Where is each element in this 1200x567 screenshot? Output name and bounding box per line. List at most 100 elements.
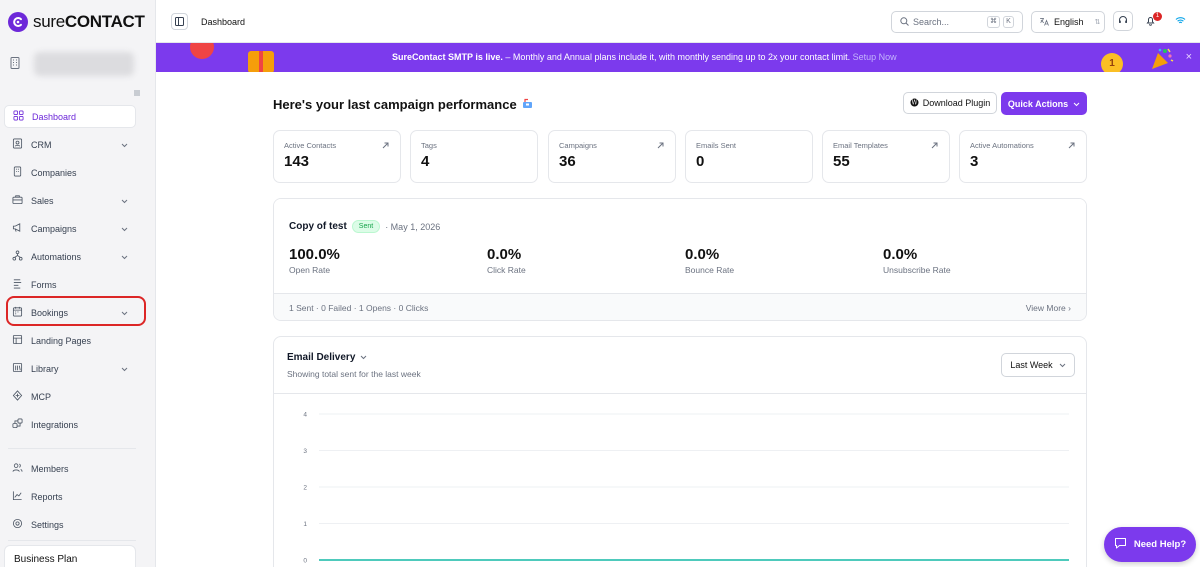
sidebar-item-dashboard[interactable]: Dashboard bbox=[4, 105, 136, 128]
date-range-select[interactable]: Last Week bbox=[1001, 353, 1075, 377]
sidebar-item-reports[interactable]: Reports bbox=[4, 485, 136, 508]
metric-label: Open Rate bbox=[289, 265, 331, 275]
briefcase-icon bbox=[12, 194, 23, 207]
sidebar: sureCONTACT Dashboard CRM Companies Sales Ca… bbox=[0, 0, 156, 567]
sidebar-item-label: Reports bbox=[31, 491, 63, 502]
y-tick-label: 4 bbox=[303, 412, 307, 419]
metric-open-rate: 100.0% Open Rate bbox=[289, 246, 340, 275]
quick-actions-label: Quick Actions bbox=[1007, 98, 1069, 109]
email-delivery-subtitle: Showing total sent for the last week bbox=[287, 369, 421, 379]
stat-card-tags[interactable]: Tags 4 bbox=[410, 130, 538, 183]
search-input[interactable]: Search... ⌘ K bbox=[891, 11, 1023, 33]
sidebar-item-mcp[interactable]: MCP bbox=[4, 385, 136, 408]
wordpress-icon: W bbox=[910, 98, 919, 109]
need-help-button[interactable]: Need Help? bbox=[1104, 527, 1196, 562]
sidebar-toggle-button[interactable] bbox=[171, 13, 188, 30]
view-more-link[interactable]: View More › bbox=[1026, 303, 1071, 313]
sidebar-item-label: Integrations bbox=[31, 419, 79, 430]
sidebar-item-companies[interactable]: Companies bbox=[4, 161, 136, 184]
integrations-icon bbox=[12, 418, 23, 431]
sidebar-item-bookings[interactable]: Bookings bbox=[4, 301, 136, 324]
sidebar-item-members[interactable]: Members bbox=[4, 457, 136, 480]
setup-now-link[interactable]: Setup Now bbox=[852, 52, 897, 62]
chevron-down-icon bbox=[121, 196, 128, 206]
language-select[interactable]: English ⇅ bbox=[1031, 11, 1105, 33]
building-icon bbox=[12, 166, 23, 179]
close-banner-button[interactable]: × bbox=[1185, 51, 1192, 63]
email-delivery-title-dropdown[interactable]: Email Delivery bbox=[287, 352, 367, 363]
layout-icon bbox=[12, 334, 23, 347]
chevron-down-icon bbox=[121, 308, 128, 318]
chevron-updown-icon: ⇅ bbox=[1094, 19, 1101, 26]
arrow-up-right-icon[interactable] bbox=[931, 141, 938, 151]
sidebar-item-integrations[interactable]: Integrations bbox=[4, 413, 136, 436]
workspace-name-blurred bbox=[34, 52, 134, 76]
stat-value: 0 bbox=[696, 153, 705, 170]
stat-card-campaigns[interactable]: Campaigns 36 bbox=[548, 130, 676, 183]
sidebar-item-forms[interactable]: Forms bbox=[4, 273, 136, 296]
sidebar-item-label: CRM bbox=[31, 139, 52, 150]
arrow-up-right-icon[interactable] bbox=[1068, 141, 1075, 151]
arrow-up-right-icon[interactable] bbox=[657, 141, 664, 151]
download-plugin-button[interactable]: W Download Plugin bbox=[903, 92, 997, 114]
medal-icon: 1 bbox=[1101, 53, 1123, 72]
sidebar-item-crm[interactable]: CRM bbox=[4, 133, 136, 156]
stat-label: Active Contacts bbox=[284, 141, 337, 150]
wifi-icon bbox=[1175, 16, 1186, 27]
plan-card[interactable]: Business Plan bbox=[4, 545, 136, 567]
campaign-title-row: Copy of test Sent · May 1, 2026 bbox=[289, 220, 440, 233]
sidebar-collapse-icon[interactable] bbox=[133, 89, 141, 99]
sidebar-item-settings[interactable]: Settings bbox=[4, 513, 136, 536]
dashboard-icon bbox=[13, 110, 24, 123]
calendar-icon bbox=[12, 306, 23, 319]
sidebar-item-automations[interactable]: Automations bbox=[4, 245, 136, 268]
stat-card-emails-sent[interactable]: Emails Sent 0 bbox=[685, 130, 813, 183]
sidebar-item-label: Automations bbox=[31, 251, 82, 262]
stat-label: Active Automations bbox=[970, 141, 1034, 150]
metric-click-rate: 0.0% Click Rate bbox=[487, 246, 526, 275]
campaign-card: Copy of test Sent · May 1, 2026 100.0% O… bbox=[273, 198, 1087, 321]
campaign-card-body: Copy of test Sent · May 1, 2026 100.0% O… bbox=[274, 199, 1086, 294]
banner-bold-text: SureContact SMTP is live. bbox=[392, 52, 503, 62]
users-icon bbox=[12, 462, 23, 475]
sidebar-item-library[interactable]: Library bbox=[4, 357, 136, 380]
y-tick-label: 2 bbox=[303, 485, 307, 492]
metric-value: 100.0% bbox=[289, 246, 340, 263]
sidebar-item-landing-pages[interactable]: Landing Pages bbox=[4, 329, 136, 352]
metric-value: 0.0% bbox=[883, 246, 918, 263]
svg-text:W: W bbox=[911, 99, 918, 106]
library-icon bbox=[12, 362, 23, 375]
arrow-up-right-icon[interactable] bbox=[382, 141, 389, 151]
campaign-date: · May 1, 2026 bbox=[385, 221, 441, 232]
stat-value: 4 bbox=[421, 153, 430, 170]
stat-value: 3 bbox=[970, 153, 979, 170]
stat-card-active-contacts[interactable]: Active Contacts 143 bbox=[273, 130, 401, 183]
chevron-down-icon bbox=[121, 252, 128, 262]
quick-actions-button[interactable]: Quick Actions bbox=[1001, 92, 1087, 115]
sidebar-item-label: Library bbox=[31, 363, 59, 374]
chevron-down-icon bbox=[121, 364, 128, 374]
sidebar-item-campaigns[interactable]: Campaigns bbox=[4, 217, 136, 240]
page-heading: Here's your last campaign performance bbox=[273, 97, 533, 112]
stat-card-email-templates[interactable]: Email Templates 55 bbox=[822, 130, 950, 183]
logo-text-light: sure bbox=[33, 12, 65, 31]
workspace-switcher[interactable] bbox=[8, 52, 134, 76]
need-help-label: Need Help? bbox=[1133, 539, 1187, 550]
sidebar-item-label: Dashboard bbox=[32, 111, 77, 122]
sidebar-item-label: Companies bbox=[31, 167, 77, 178]
wifi-status-button[interactable] bbox=[1170, 11, 1190, 31]
sidebar-item-sales[interactable]: Sales bbox=[4, 189, 136, 212]
support-button[interactable] bbox=[1113, 11, 1133, 31]
stat-card-active-automations[interactable]: Active Automations 3 bbox=[959, 130, 1087, 183]
stat-value: 55 bbox=[833, 153, 850, 170]
metric-unsubscribe-rate: 0.0% Unsubscribe Rate bbox=[883, 246, 951, 275]
sidebar-item-label: Sales bbox=[31, 195, 54, 206]
stat-label: Email Templates bbox=[833, 141, 888, 150]
logo[interactable]: sureCONTACT bbox=[8, 12, 145, 32]
notifications-button[interactable] bbox=[1140, 11, 1160, 31]
metric-value: 0.0% bbox=[487, 246, 522, 263]
kbd-command: ⌘ bbox=[987, 16, 1000, 28]
date-range-label: Last Week bbox=[1010, 360, 1053, 370]
sidebar-item-label: Members bbox=[31, 463, 69, 474]
topbar: Dashboard Search... ⌘ K English ⇅ bbox=[156, 0, 1200, 43]
